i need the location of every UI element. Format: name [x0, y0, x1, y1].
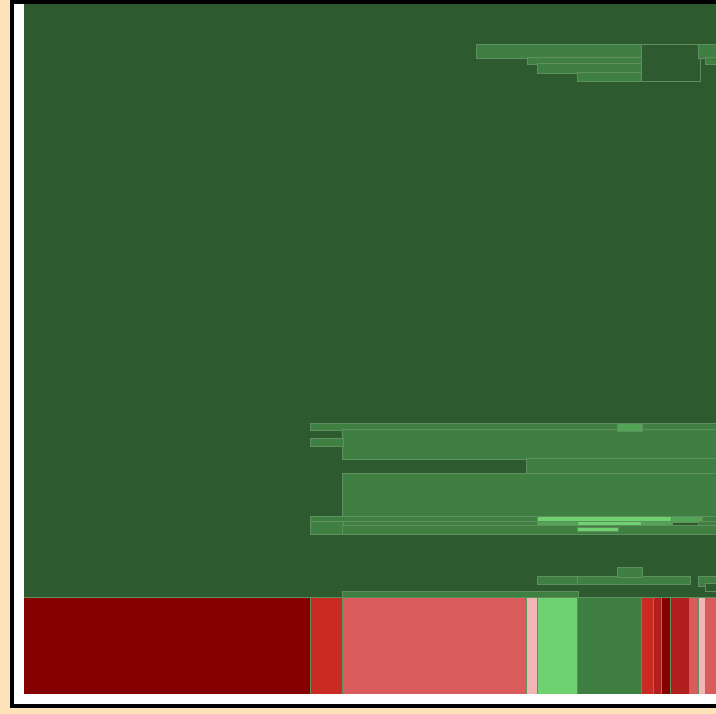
treemap-tile-34: [342, 597, 528, 694]
treemap-tile-14: [617, 423, 643, 432]
treemap-tile-16: [537, 516, 673, 523]
treemap-tile-3: [527, 57, 653, 65]
treemap-tile-36: [537, 597, 579, 694]
treemap-tile-4: [537, 63, 653, 74]
treemap-tile-17: [671, 516, 703, 523]
treemap-tile-10: [342, 429, 716, 460]
treemap-tile-12: [526, 458, 716, 475]
treemap-tile-29: [698, 576, 716, 587]
treemap-tile-11: [310, 438, 344, 447]
treemap-tile-6: [641, 44, 701, 82]
treemap-tile-13: [342, 473, 716, 518]
treemap-tile-37: [577, 597, 643, 694]
treemap-canvas: [24, 4, 716, 694]
treemap-tile-28: [617, 567, 643, 578]
treemap-tile-35: [526, 597, 539, 694]
treemap-tile-20: [537, 521, 579, 527]
treemap-tile-8: [705, 57, 716, 65]
treemap-tile-40: [661, 597, 672, 694]
treemap-tile-39: [653, 597, 663, 694]
treemap-tile-30: [705, 583, 716, 592]
treemap-tile-7: [698, 44, 716, 59]
treemap-tile-27: [577, 576, 691, 585]
treemap-tile-2: [476, 44, 653, 59]
treemap-tile-25: [577, 527, 619, 532]
treemap-tile-31: [342, 591, 579, 599]
treemap-tile-42: [689, 597, 700, 694]
treemap-tile-43: [698, 597, 707, 694]
treemap-tile-41: [670, 597, 691, 694]
treemap-tile-19: [310, 521, 344, 535]
treemap-tile-5: [577, 72, 653, 82]
treemap-tile-26: [537, 576, 579, 585]
treemap-tile-24: [342, 525, 716, 535]
treemap-frame: [10, 0, 716, 708]
treemap-tile-23: [698, 521, 716, 529]
treemap-tile-22: [641, 521, 673, 529]
treemap-tile-18: [342, 521, 539, 527]
treemap-tile-33: [310, 597, 344, 694]
treemap-tile-15: [310, 516, 716, 523]
treemap-tile-21: [577, 521, 643, 526]
treemap-tile-32: [24, 597, 312, 694]
treemap-tile-9: [310, 423, 716, 431]
treemap-tile-38: [641, 597, 655, 694]
treemap-tile-44: [705, 597, 716, 694]
